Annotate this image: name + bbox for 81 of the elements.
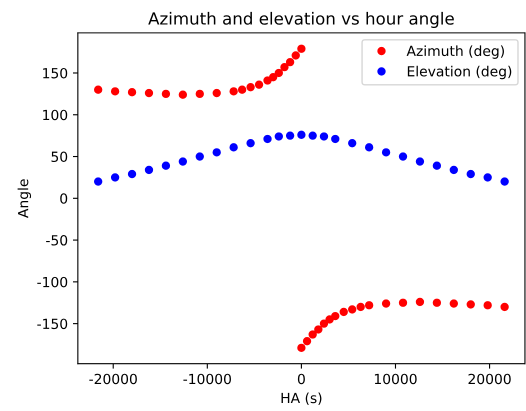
x-tick-label: -10000 [183,374,231,384]
point [450,299,458,308]
y-tick-label: 150 [43,68,68,78]
point [314,325,322,334]
point [308,330,317,339]
point [286,131,294,140]
point [196,152,204,161]
point [432,298,442,307]
point [297,44,306,53]
point [356,302,365,312]
chart-title: Azimuth and elevation vs hour angle [148,12,454,28]
point [484,173,492,182]
point [274,132,283,141]
point [364,301,374,310]
point [466,170,475,178]
point [500,302,509,312]
point [128,88,136,96]
point [196,90,204,98]
point [331,134,340,144]
point [212,148,221,157]
point [297,130,306,139]
point [382,148,390,157]
point [246,139,255,148]
point [292,51,300,60]
point [254,80,264,89]
point [450,166,458,174]
point [269,72,278,82]
point [302,337,312,346]
point [364,143,374,152]
point [320,132,328,141]
point [274,68,283,78]
y-tick-label: 100 [43,110,68,120]
point [263,134,272,144]
legend-label: Elevation (deg) [408,66,512,80]
point [94,86,102,94]
x-tick-label: 0 [298,374,305,384]
x-tick-label: -20000 [89,374,137,384]
point [144,166,154,174]
point [500,177,509,186]
point [94,177,102,186]
y-tick-label: -100 [37,276,68,288]
point [110,87,120,96]
y-tick-label: 50 [52,152,68,162]
point [382,299,390,308]
point [162,90,170,98]
point [229,87,238,96]
point [432,162,442,170]
point [416,298,424,306]
y-axis-title: Angle [18,179,32,218]
point [416,157,424,166]
point [212,88,221,98]
point [128,170,136,178]
point [178,157,188,166]
point [320,319,328,328]
point [331,312,340,320]
point [110,173,120,182]
point [229,143,238,152]
legend-label: Azimuth (deg) [406,45,504,59]
y-tick-label: -150 [37,318,68,330]
point [162,162,170,170]
x-tick-label: 20000 [468,374,511,384]
point [348,139,356,148]
y-tick-label: 0 [60,193,68,204]
point [297,344,306,352]
point [178,90,188,99]
point [325,315,334,324]
point [308,131,317,140]
point [348,305,356,314]
point [286,58,294,66]
point [246,83,255,92]
point [484,301,492,310]
x-tick-label: 10000 [374,374,417,384]
point [144,88,154,98]
point [398,298,408,307]
x-axis-title: HA (s) [282,392,322,405]
point [238,86,246,94]
point [280,62,289,72]
point [340,308,348,316]
y-tick-label: -50 [46,235,68,246]
point [466,300,475,309]
point [398,152,408,161]
